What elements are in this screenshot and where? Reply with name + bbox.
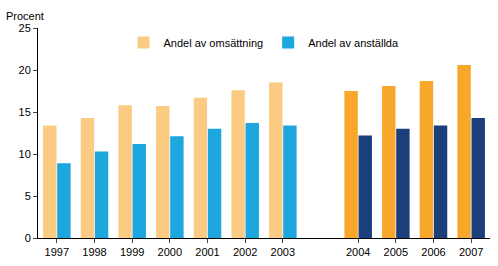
svg-text:15: 15	[19, 106, 31, 118]
svg-text:5: 5	[25, 190, 31, 202]
svg-text:Andel av anställda: Andel av anställda	[308, 37, 399, 49]
svg-text:2007: 2007	[459, 246, 483, 258]
svg-text:2000: 2000	[158, 246, 182, 258]
svg-text:2001: 2001	[195, 246, 219, 258]
svg-text:2004: 2004	[346, 246, 370, 258]
svg-text:1998: 1998	[82, 246, 106, 258]
svg-text:2005: 2005	[384, 246, 408, 258]
svg-text:10: 10	[19, 148, 31, 160]
svg-text:1999: 1999	[120, 246, 144, 258]
svg-text:2002: 2002	[233, 246, 257, 258]
svg-text:1997: 1997	[45, 246, 69, 258]
svg-text:0: 0	[25, 232, 31, 244]
svg-text:Andel av omsättning: Andel av omsättning	[164, 37, 264, 49]
svg-text:20: 20	[19, 64, 31, 76]
svg-text:25: 25	[19, 22, 31, 34]
svg-text:Procent: Procent	[6, 10, 44, 22]
svg-text:2006: 2006	[421, 246, 445, 258]
svg-text:2003: 2003	[271, 246, 295, 258]
